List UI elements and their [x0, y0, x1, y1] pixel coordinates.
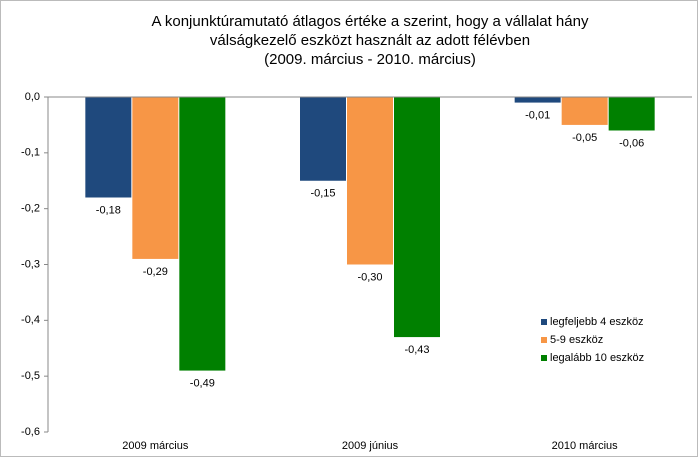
- bar: [561, 97, 608, 125]
- legend-swatch: [541, 355, 547, 361]
- bar: [85, 97, 132, 198]
- data-label: -0,30: [357, 271, 382, 283]
- bar: [347, 97, 393, 265]
- legend-label: 5-9 eszköz: [550, 334, 603, 346]
- y-tick-label: -0,2: [21, 203, 40, 215]
- bar: [514, 97, 561, 103]
- data-label: -0,18: [96, 204, 121, 216]
- data-label: -0,15: [310, 188, 335, 200]
- y-tick-label: -0,5: [21, 370, 40, 382]
- data-label: -0,01: [525, 109, 550, 121]
- bar: [300, 97, 346, 181]
- legend-swatch: [541, 337, 547, 343]
- bar: [608, 97, 655, 131]
- chart-title: válságkezelő eszközt használt az adott f…: [210, 32, 530, 49]
- data-label: -0,49: [190, 377, 215, 389]
- y-tick-label: -0,3: [21, 258, 40, 270]
- bar: [394, 97, 440, 338]
- legend-label: legalább 10 eszköz: [550, 352, 644, 364]
- bar: [132, 97, 179, 259]
- y-tick-label: -0,1: [21, 147, 40, 159]
- bar: [179, 97, 226, 371]
- chart-title: A konjunktúramutató átlagos értéke a sze…: [152, 13, 589, 30]
- legend-label: legfeljebb 4 eszköz: [550, 316, 644, 328]
- y-tick-label: 0,0: [25, 91, 40, 103]
- data-label: -0,29: [143, 266, 168, 278]
- x-tick-label: 2009 június: [342, 440, 399, 452]
- x-tick-label: 2010 március: [552, 440, 619, 452]
- data-label: -0,43: [404, 344, 429, 356]
- x-tick-label: 2009 március: [122, 440, 189, 452]
- y-tick-label: -0,4: [21, 314, 40, 326]
- legend-swatch: [541, 319, 547, 325]
- data-label: -0,05: [572, 132, 597, 144]
- y-tick-label: -0,6: [21, 426, 40, 438]
- data-label: -0,06: [619, 137, 644, 149]
- chart-title: (2009. március - 2010. március): [264, 51, 476, 68]
